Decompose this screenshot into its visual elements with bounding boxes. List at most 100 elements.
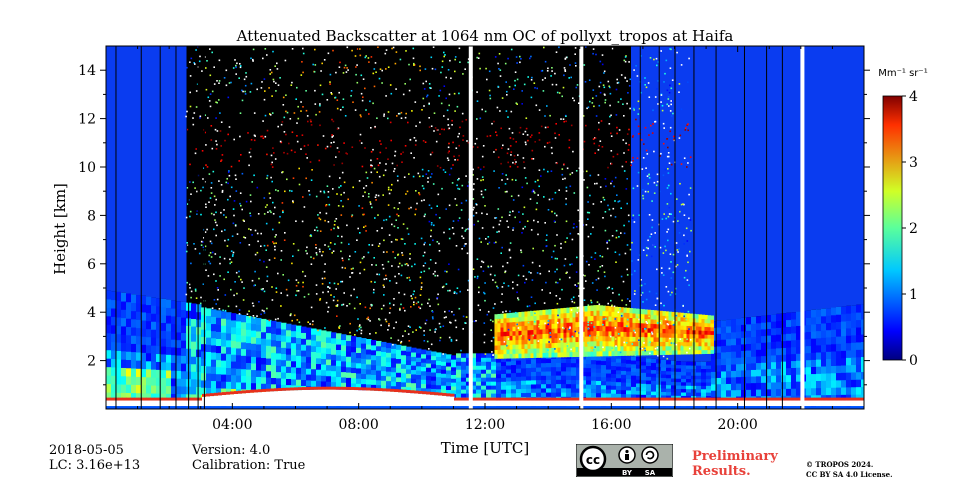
surface-base [586,406,591,409]
noise-speckle [202,186,204,189]
boundary-layer-cell [616,381,622,387]
elevated-layer-cell [704,322,708,328]
noise-speckle [297,249,300,252]
noise-speckle [521,232,523,234]
noise-speckle [414,101,417,103]
surface-saturation-edge [130,397,135,401]
boundary-layer-cell [371,354,377,361]
surface-saturation-edge [302,387,307,390]
boundary-layer-cell [431,363,437,369]
boundary-layer-cell [666,388,672,393]
boundary-layer-cell [786,326,792,334]
elevated-layer-cell [509,321,513,327]
elevated-layer-cell [635,341,639,347]
boundary-layer-cell [846,320,852,329]
surface-saturation [246,393,251,407]
noise-speckle [329,145,332,148]
noise-speckle [449,59,451,62]
noise-speckle [232,253,234,256]
boundary-layer-cell [711,371,717,379]
boundary-layer-cell [161,314,167,323]
noise-speckle [651,132,654,134]
boundary-layer-cell [256,343,262,351]
noise-speckle [598,303,601,306]
noise-speckle [685,127,687,129]
noise-speckle [360,92,363,95]
boundary-layer-cell [256,356,262,364]
surface-base [590,406,595,409]
noise-speckle [330,294,332,296]
noise-speckle [604,99,607,101]
boundary-layer-cell [686,361,692,366]
boundary-layer-cell [516,380,522,386]
surface-saturation-edge [710,397,715,401]
boundary-layer-cell [441,357,447,362]
boundary-layer-cell [471,361,477,366]
surface-saturation [654,400,659,407]
noise-speckle [310,256,312,258]
surface-saturation-edge [298,387,303,391]
elevated-layer-cell [560,347,564,353]
boundary-layer-cell [581,379,587,385]
surface-saturation-edge [278,388,283,391]
boundary-layer-cell [451,389,457,395]
noise-speckle [672,271,675,274]
boundary-layer-cell [791,325,797,334]
boundary-layer-cell [311,328,317,335]
surface-base [266,406,271,409]
free-troposphere-column [741,46,747,318]
elevated-layer-cell [599,320,603,327]
boundary-layer-cell [816,380,822,389]
surface-saturation [326,389,331,407]
elevated-layer-cell [542,314,546,320]
noise-speckle [202,178,204,180]
free-troposphere-column [636,46,642,357]
boundary-layer-cell [726,364,732,372]
noise-speckle [564,241,567,243]
noise-speckle [637,171,640,174]
noise-speckle [382,267,385,270]
boundary-layer-cell [161,346,167,355]
noise-speckle [592,48,595,50]
noise-speckle [336,193,338,195]
noise-speckle [642,197,645,200]
noise-speckle [254,284,256,286]
elevated-layer-cell [587,320,591,327]
noise-speckle [689,339,692,341]
free-troposphere-column [151,46,157,298]
noise-speckle [600,201,602,203]
noise-speckle [659,322,661,324]
boundary-layer-cell [206,315,212,324]
elevated-layer-cell [647,332,651,338]
surface-saturation [518,400,523,407]
boundary-layer-cell [481,369,487,374]
noise-speckle [533,219,535,222]
noise-speckle [291,81,293,84]
elevated-layer-cell [617,340,621,347]
boundary-layer-cell [841,306,847,315]
noise-speckle [673,342,676,345]
elevated-layer-cell [650,323,654,329]
noise-speckle [381,227,383,229]
boundary-layer-cell [336,354,342,361]
elevated-layer-cell [674,337,678,343]
noise-speckle [302,71,304,74]
noise-speckle [404,330,406,332]
boundary-layer-cell [511,364,517,370]
surface-base [598,406,603,409]
noise-speckle [369,100,371,103]
elevated-layer-cell [557,352,561,358]
noise-speckle [441,128,443,130]
noise-speckle [450,322,452,324]
boundary-layer-cell [481,377,487,382]
boundary-layer-cell [776,320,782,328]
noise-speckle [378,242,381,245]
noise-speckle [524,177,527,179]
boundary-layer-cell [721,326,727,334]
noise-speckle [211,147,214,150]
elevated-layer-cell [671,324,675,330]
elevated-layer-cell [662,341,666,347]
noise-speckle [654,246,656,248]
boundary-layer-cell [351,346,357,353]
surface-saturation [358,390,363,407]
